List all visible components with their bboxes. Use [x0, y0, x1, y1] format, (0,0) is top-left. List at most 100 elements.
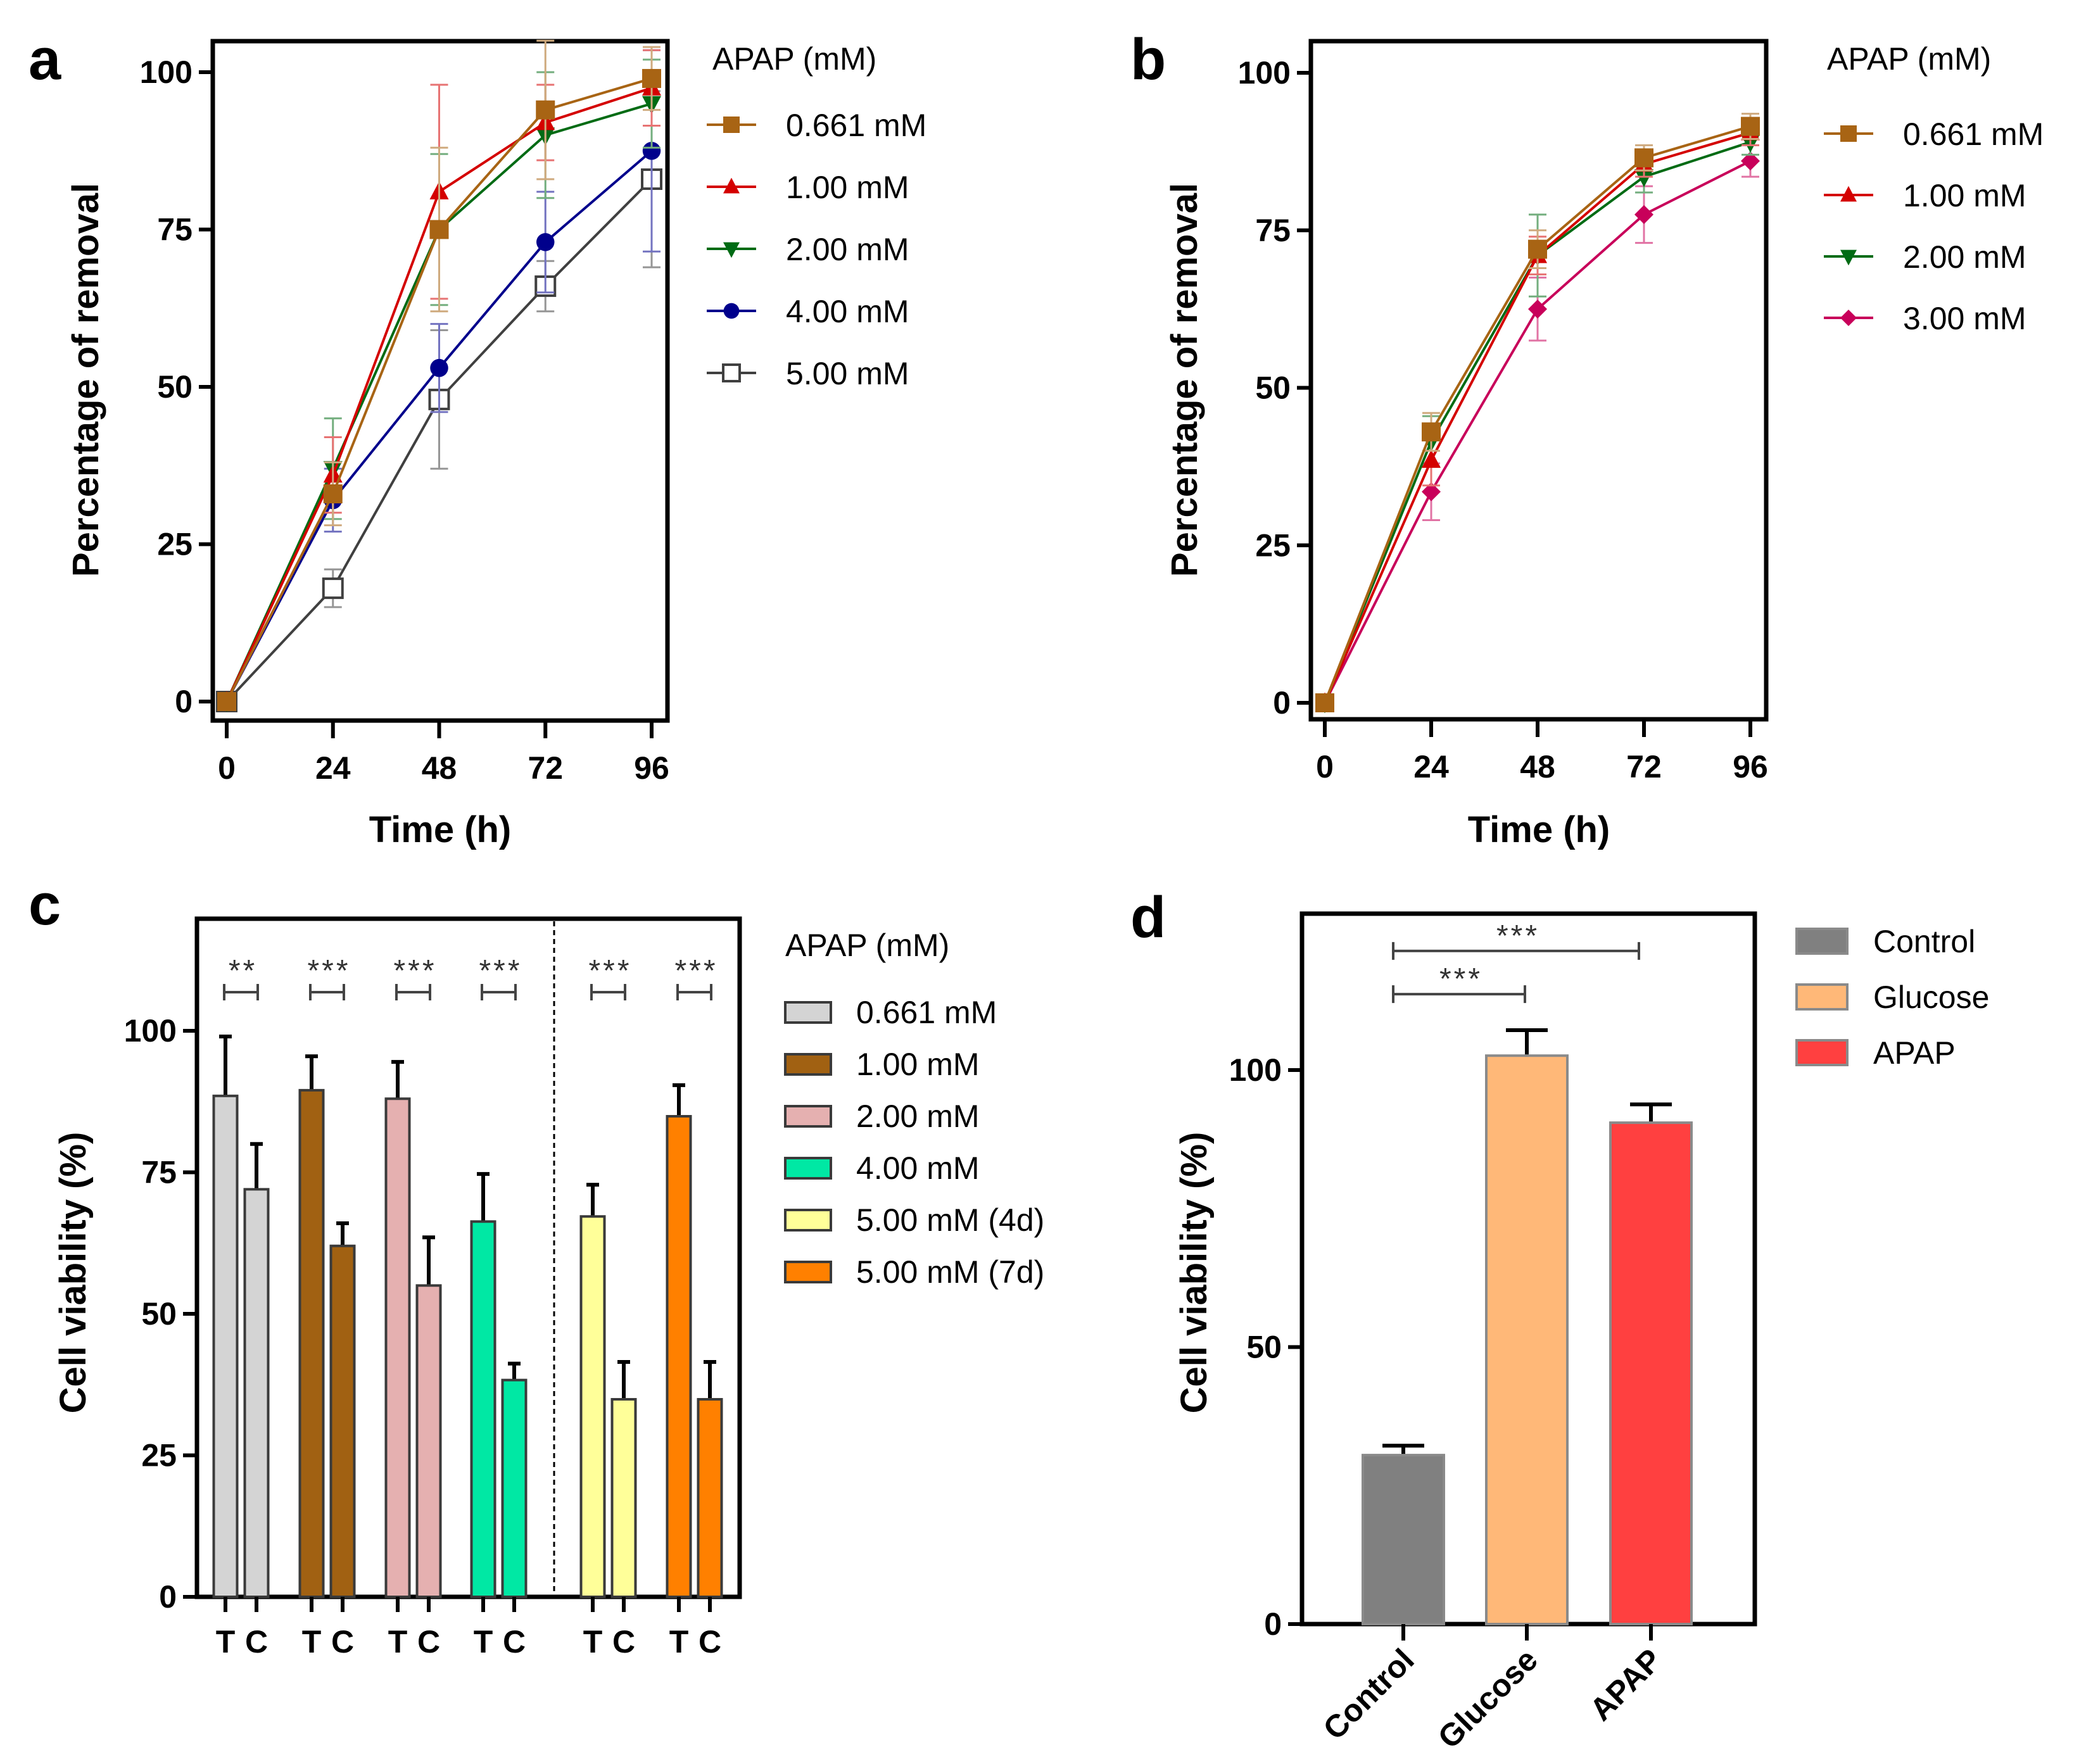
c-x-tick-label: T [474, 1624, 493, 1660]
c-y-tick-label: 75 [141, 1155, 177, 1190]
data-point [323, 484, 343, 503]
b-y-tick-label: 25 [1255, 527, 1291, 563]
data-point [536, 100, 555, 120]
c-group-3: T C *** [470, 954, 528, 1660]
panel-b-letter: b [1130, 27, 1166, 92]
legend-item: Control [1795, 924, 1975, 959]
data-point [642, 142, 661, 160]
legend-label: 1.00 mM [1903, 178, 2026, 213]
data-point [642, 68, 661, 88]
b-y-tick-label: 75 [1255, 213, 1291, 248]
c-plot-frame [194, 916, 742, 1599]
bar [1485, 1054, 1569, 1625]
data-point [1422, 450, 1441, 468]
bar-C [415, 1284, 442, 1599]
a-x-tick-label: 96 [634, 750, 669, 786]
legend-item: 5.00 mM (4d) [784, 1202, 1044, 1238]
data-point [1422, 482, 1441, 501]
panel-d-y-axis-title: Cell viability (%) [1173, 1132, 1215, 1414]
b-series-0-661-mm [1315, 113, 1760, 712]
panel-a-line-chart: a 0 25 50 75 100 0 24 48 72 96 Time (h) Percentag… [28, 27, 926, 850]
significance-label: *** [1496, 919, 1539, 953]
c-group-5: T C *** [666, 954, 723, 1660]
panel-a-x-axis-title: Time (h) [369, 809, 512, 850]
panel-b-y-axis-title: Percentage of removal [1164, 183, 1205, 577]
legend-swatch [784, 1053, 832, 1076]
legend-item: 5.00 mM (7d) [784, 1254, 1044, 1290]
panel-d-plot-area: 0 50 100 Control Glucose APAP *** *** [1229, 911, 1757, 1755]
significance-label: *** [674, 954, 717, 988]
d-x-tick-label: APAP [1583, 1642, 1669, 1727]
d-bar-glucose: Glucose [1431, 1028, 1569, 1755]
panel-d-legend: Control Glucose APAP [1795, 924, 1989, 1071]
panel-c-letter: c [28, 873, 61, 937]
legend-item: 4.00 mM [707, 294, 909, 329]
legend-item: APAP [1795, 1035, 1956, 1071]
data-point [1528, 299, 1547, 319]
legend-label: 2.00 mM [856, 1099, 980, 1134]
data-point [1741, 117, 1760, 136]
legend-swatch [1795, 983, 1849, 1011]
b-y-tick-label: 50 [1255, 370, 1291, 406]
a-y-tick-label: 25 [157, 527, 193, 562]
c-group-1: T C *** [298, 954, 356, 1660]
legend-label: 4.00 mM [856, 1150, 980, 1186]
bar-C [243, 1188, 270, 1598]
panel-c-legend-title: APAP (mM) [785, 928, 949, 963]
a-x-tick-label: 72 [528, 750, 563, 786]
c-x-tick-label: C [417, 1624, 440, 1660]
legend-swatch [784, 1261, 832, 1283]
d-bar-control: Control [1317, 1444, 1445, 1746]
legend-label: 1.00 mM [856, 1047, 980, 1082]
d-y-tick-label: 100 [1229, 1052, 1282, 1088]
data-point [536, 233, 555, 251]
c-x-tick-label: T [583, 1624, 603, 1660]
d-significance: *** [1392, 962, 1526, 1004]
legend-label: 0.661 mM [786, 108, 926, 143]
legend-label: 5.00 mM (4d) [856, 1202, 1044, 1238]
data-point [217, 692, 236, 711]
c-y-tick-label: 0 [159, 1579, 177, 1615]
legend-marker [1840, 125, 1857, 142]
b-x-tick-label: 24 [1413, 749, 1449, 784]
d-y-tick-label: 0 [1264, 1606, 1282, 1642]
data-point [430, 358, 448, 377]
a-y-tick-label: 50 [157, 369, 193, 405]
legend-item: 4.00 mM [784, 1150, 980, 1186]
legend-label: 0.661 mM [856, 995, 997, 1030]
d-x-tick-label: Glucose [1431, 1642, 1545, 1755]
panel-b-legend-title: APAP (mM) [1827, 41, 1991, 77]
legend-label: 0.661 mM [1903, 117, 2044, 152]
legend-item: 3.00 mM [1824, 301, 2026, 336]
legend-item: 1.00 mM [784, 1047, 980, 1082]
legend-marker [723, 303, 740, 319]
d-bar-apap: APAP [1583, 1102, 1693, 1727]
legend-swatch [1795, 1039, 1849, 1066]
panel-c-legend: APAP (mM) 0.661 mM 1.00 mM 2.00 mM 4.00 mM 5… [784, 928, 1044, 1290]
a-x-tick-label: 48 [422, 750, 457, 786]
legend-item: 0.661 mM [707, 108, 926, 143]
legend-label: 1.00 mM [786, 170, 909, 205]
panel-b-line-chart: b 0 25 50 75 100 0 24 48 72 96 Time (h) Percentag… [1130, 27, 2044, 850]
legend-swatch [784, 1105, 832, 1128]
panel-b-legend: APAP (mM) 0.661 mM 1.00 mM 2.00 mM 3.00 mM [1824, 41, 2044, 336]
legend-label: Glucose [1873, 980, 1989, 1015]
panel-b-x-axis-title: Time (h) [1468, 809, 1610, 850]
d-significance: *** [1392, 919, 1640, 960]
data-point [1634, 205, 1653, 224]
b-series-1-00-mm [1315, 119, 1760, 710]
c-y-tick-label: 100 [124, 1013, 177, 1049]
a-x-tick-label: 24 [315, 750, 351, 786]
c-y-tick-label: 50 [141, 1296, 177, 1332]
bar-T [666, 1114, 692, 1598]
legend-marker [723, 117, 740, 133]
legend-label: APAP [1873, 1035, 1956, 1071]
bar [1362, 1454, 1445, 1625]
data-point [1741, 151, 1760, 171]
c-y-tick-label: 25 [141, 1438, 177, 1473]
data-point [1634, 169, 1653, 187]
a-x-tick-label: 0 [218, 750, 236, 786]
